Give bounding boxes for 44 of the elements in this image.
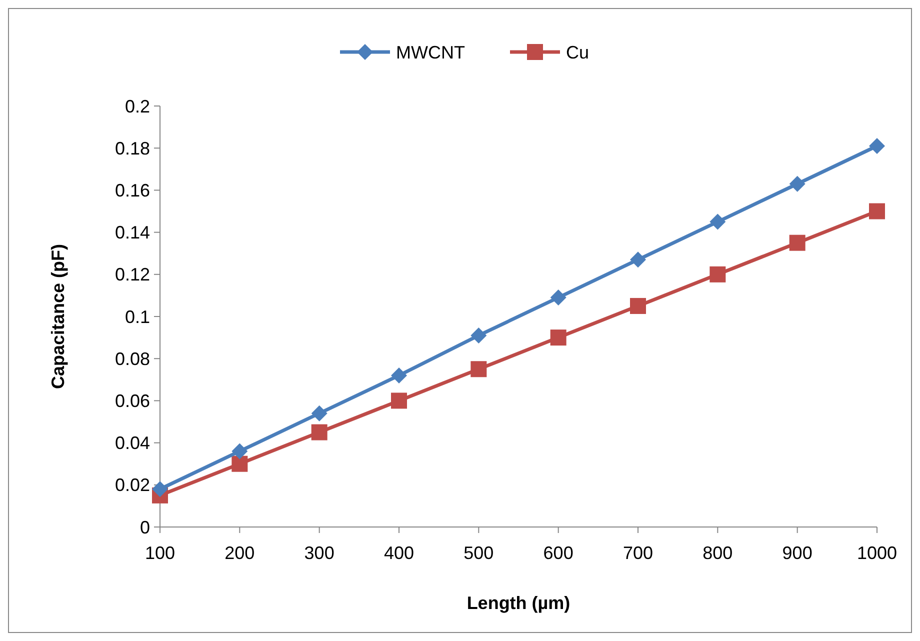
point (630, 252, 646, 268)
y-tick-label: 0.2 (124, 96, 150, 116)
point (550, 330, 566, 346)
point (391, 367, 407, 384)
y-tick-label: 0.16 (114, 180, 150, 200)
x-tick-label: 700 (622, 543, 654, 563)
x-axis-title: Length (µm) (466, 593, 570, 613)
y-tick-label: 0.18 (114, 138, 150, 158)
point (232, 456, 248, 472)
y-tick-label: 0.12 (114, 264, 150, 285)
point (470, 327, 487, 344)
x-tick-label: 200 (224, 543, 255, 563)
x-tick-label: 600 (543, 543, 574, 563)
point (550, 290, 566, 306)
y-tick-label: 0.1 (124, 306, 150, 327)
x-tick-label: 1000 (856, 543, 898, 563)
legend-label: MWCNT (396, 42, 465, 62)
x-tick-label: 300 (304, 543, 334, 563)
point (311, 424, 328, 440)
point (391, 392, 407, 409)
y-tick-label: 0.14 (114, 222, 150, 243)
x-tick-label: 500 (464, 543, 494, 563)
y-axis-title: Capacitance (pF) (48, 244, 68, 390)
y-tick-label: 0.06 (114, 391, 150, 411)
point (789, 176, 806, 192)
point (869, 138, 885, 154)
point (869, 203, 885, 220)
point (630, 298, 646, 314)
point (710, 266, 726, 282)
point (470, 361, 487, 378)
point (232, 443, 248, 460)
point (311, 405, 328, 422)
point (152, 481, 168, 498)
point (789, 234, 806, 251)
y-tick-label: 0 (140, 517, 150, 538)
x-tick-label: 100 (144, 543, 176, 563)
x-tick-label: 800 (702, 543, 733, 563)
x-tick-label: 400 (384, 543, 414, 563)
y-tick-label: 0.08 (114, 348, 150, 369)
x-tick-label: 900 (782, 543, 812, 563)
y-tick-label: 0.02 (114, 475, 150, 496)
legend-label: Cu (566, 42, 590, 62)
point (710, 214, 726, 230)
y-tick-label: 0.04 (114, 433, 150, 454)
